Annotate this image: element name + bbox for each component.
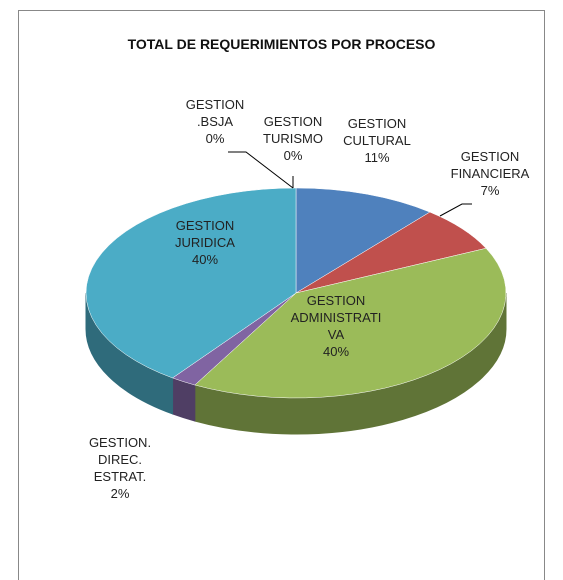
category-label: GESTION FINANCIERA — [450, 149, 530, 181]
chart-title: TOTAL DE REQUERIMIENTOS POR PROCESO — [127, 36, 436, 52]
slice — [194, 248, 507, 399]
category-label: GESTION TURISMO — [263, 114, 323, 146]
chart-frame — [18, 10, 545, 580]
data-label: GESTION. DIREC. ESTRAT. 2% — [82, 434, 158, 502]
value-label: 2% — [110, 486, 130, 501]
category-label: GESTION CULTURAL — [343, 116, 411, 148]
data-label: GESTION .BSJA 0% — [184, 96, 246, 147]
value-label: 0% — [283, 148, 303, 163]
category-label: GESTION .BSJA — [185, 97, 245, 129]
slice-side — [172, 377, 196, 422]
data-label: GESTION ADMINISTRATIVA 40% — [288, 292, 384, 360]
pie — [85, 187, 507, 435]
value-label: 0% — [205, 131, 225, 146]
data-label: GESTION FINANCIERA 7% — [445, 148, 535, 199]
slice — [295, 187, 431, 294]
value-label: 7% — [480, 183, 500, 198]
category-label: GESTION JURIDICA — [175, 218, 235, 250]
slice — [85, 187, 297, 379]
leader-line — [228, 151, 294, 189]
data-label: GESTION JURIDICA 40% — [165, 217, 245, 268]
leader-line — [439, 203, 472, 217]
data-label: GESTION CULTURAL 11% — [337, 115, 417, 166]
data-label: GESTION TURISMO 0% — [261, 113, 325, 164]
value-label: 11% — [364, 150, 390, 165]
category-label: GESTION. DIREC. ESTRAT. — [88, 435, 152, 484]
value-label: 40% — [191, 252, 219, 267]
value-label: 40% — [322, 344, 350, 359]
category-label: GESTION ADMINISTRATIVA — [290, 293, 382, 342]
